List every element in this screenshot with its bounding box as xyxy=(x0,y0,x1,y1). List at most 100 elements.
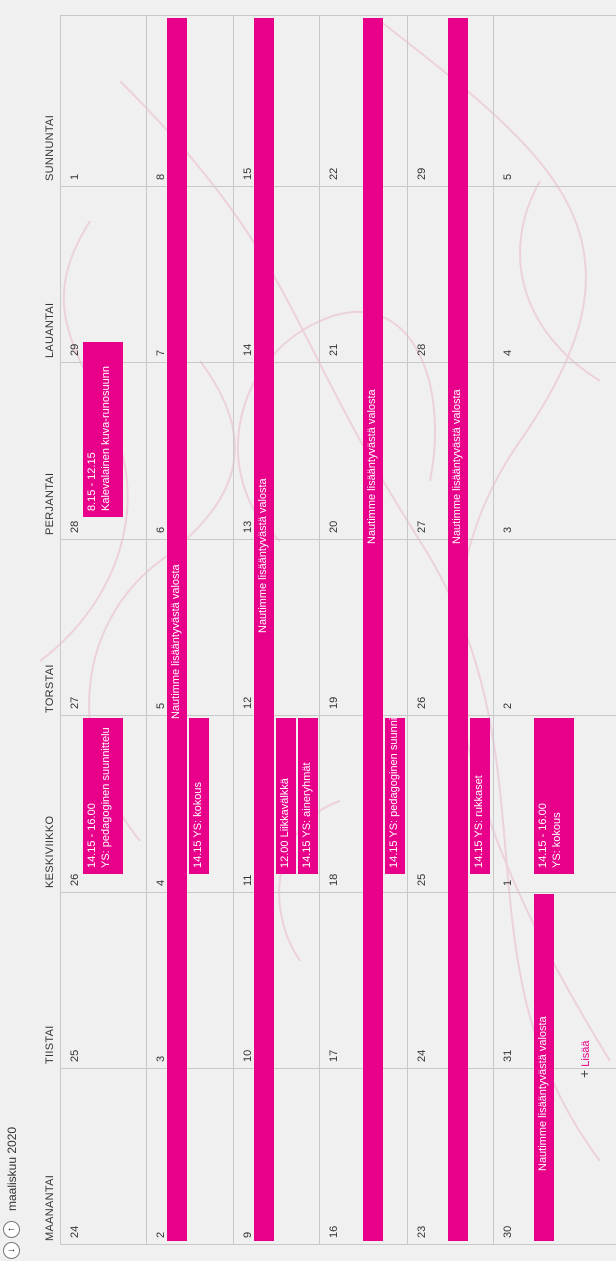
day-cell[interactable]: 30 xyxy=(494,1068,616,1244)
day-number: 23 xyxy=(416,1225,428,1238)
day-number: 20 xyxy=(328,520,340,533)
event-ys-subject-groups[interactable]: 14.15 YS: aineryhmät xyxy=(298,718,318,874)
event-title: Kalevalainen kuva-runosuunn xyxy=(100,366,112,511)
day-cell[interactable]: 13 xyxy=(234,362,320,539)
day-number: 26 xyxy=(416,696,428,709)
day-number: 4 xyxy=(502,349,514,356)
day-number: 29 xyxy=(416,167,428,180)
day-cell[interactable]: 7 xyxy=(147,186,234,362)
event-all-week-light[interactable]: Nautimme lisääntyvästä valosta xyxy=(254,18,274,1241)
day-cell[interactable]: 4 xyxy=(494,186,616,362)
day-number: 14 xyxy=(242,343,254,356)
day-number: 4 xyxy=(155,879,167,886)
day-number: 25 xyxy=(416,873,428,886)
day-number: 28 xyxy=(416,343,428,356)
weekday-header-sat: LAUANTAI xyxy=(44,302,56,358)
month-grid: 24 25 26 27 28 29 1 2 3 4 5 6 7 8 9 10 1… xyxy=(60,15,616,1245)
event-all-week-light[interactable]: Nautimme lisääntyvästä valosta xyxy=(448,18,468,1241)
day-cell[interactable]: 12 xyxy=(234,539,320,715)
day-cell[interactable]: 29 xyxy=(61,186,147,362)
event-ys-pedagogical[interactable]: 14.15 YS: pedagoginen suunnit xyxy=(385,718,405,874)
weekday-header-wed: KESKIVIIKKO xyxy=(44,815,56,888)
day-number: 9 xyxy=(242,1231,254,1238)
day-cell[interactable]: 9 xyxy=(234,1068,320,1244)
day-cell[interactable]: 15 xyxy=(234,15,320,186)
day-number: 6 xyxy=(155,526,167,533)
event-title: YS: kokous xyxy=(551,812,563,868)
add-event-link[interactable]: + Lisää xyxy=(576,1040,592,1078)
day-number: 3 xyxy=(502,526,514,533)
day-number: 7 xyxy=(155,349,167,356)
day-number: 24 xyxy=(416,1049,428,1062)
arrow-down-icon: ↓ xyxy=(6,1248,17,1253)
day-cell[interactable]: 8 xyxy=(147,15,234,186)
event-all-week-light[interactable]: Nautimme lisääntyvästä valosta xyxy=(363,18,383,1241)
day-number: 15 xyxy=(242,167,254,180)
day-number: 2 xyxy=(155,1231,167,1238)
day-number: 30 xyxy=(502,1225,514,1238)
day-number: 2 xyxy=(502,702,514,709)
day-number: 17 xyxy=(328,1049,340,1062)
day-cell[interactable]: 31 xyxy=(494,892,616,1068)
day-number: 31 xyxy=(502,1049,514,1062)
day-cell[interactable]: 24 xyxy=(61,1068,147,1244)
day-number: 29 xyxy=(69,343,81,356)
event-light-mon-tue[interactable]: Nautimme lisääntyvästä valosta xyxy=(534,894,554,1241)
day-cell[interactable]: 1 xyxy=(61,15,147,186)
event-pedagogical-planning[interactable]: 14.15 - 16.00 YS: pedagoginen suunnittel… xyxy=(83,718,123,874)
day-cell[interactable]: 25 xyxy=(61,892,147,1068)
day-number: 21 xyxy=(328,343,340,356)
day-number: 28 xyxy=(69,520,81,533)
weekday-header-fri: PERJANTAI xyxy=(44,472,56,535)
day-number: 27 xyxy=(69,696,81,709)
day-number: 10 xyxy=(242,1049,254,1062)
plus-icon: + xyxy=(576,1069,592,1078)
day-number: 26 xyxy=(69,873,81,886)
day-cell[interactable]: 10 xyxy=(234,892,320,1068)
day-cell[interactable]: 27 xyxy=(61,539,147,715)
day-cell[interactable]: 2 xyxy=(494,539,616,715)
prev-month-button[interactable]: ↓ xyxy=(3,1242,20,1259)
day-number: 24 xyxy=(69,1225,81,1238)
weekday-header-thu: TORSTAI xyxy=(44,664,56,713)
day-cell[interactable]: 5 xyxy=(147,539,234,715)
day-number: 13 xyxy=(242,520,254,533)
day-cell[interactable]: 6 xyxy=(147,362,234,539)
day-number: 12 xyxy=(242,696,254,709)
month-title: maaliskuu 2020 xyxy=(5,1126,19,1211)
day-number: 19 xyxy=(328,696,340,709)
next-month-button[interactable]: ↑ xyxy=(3,1221,20,1238)
day-number: 1 xyxy=(69,173,81,180)
day-number: 11 xyxy=(242,874,254,886)
day-cell[interactable]: 3 xyxy=(147,892,234,1068)
weekday-header-sun: SUNNUNTAI xyxy=(44,114,56,181)
event-ys-meeting[interactable]: 14.15 YS: kokous xyxy=(189,718,209,874)
event-all-week-light[interactable]: Nautimme lisääntyvästä valosta xyxy=(167,18,187,1241)
event-liikkavalkka[interactable]: 12.00 Liikkavälkkä xyxy=(276,718,296,874)
day-number: 5 xyxy=(502,173,514,180)
weekday-header-tue: TIISTAI xyxy=(44,1025,56,1064)
event-ys-kokous[interactable]: 14.15 - 16.00 YS: kokous xyxy=(534,718,574,874)
day-number: 27 xyxy=(416,520,428,533)
event-time: 8.15 - 12.15 xyxy=(86,452,98,511)
day-cell[interactable]: 3 xyxy=(494,362,616,539)
day-cell[interactable]: 14 xyxy=(234,186,320,362)
day-number: 16 xyxy=(328,1225,340,1238)
day-number: 5 xyxy=(155,702,167,709)
day-cell[interactable]: 5 xyxy=(494,15,616,186)
arrow-up-icon: ↑ xyxy=(6,1227,17,1232)
weekday-header-mon: MAANANTAI xyxy=(44,1174,56,1241)
add-label: Lisää xyxy=(580,1040,592,1067)
event-ys-mittens[interactable]: 14.15 YS: rukkaset xyxy=(470,718,490,874)
event-time: 14.15 - 16.00 xyxy=(86,803,98,868)
day-cell[interactable]: 2 xyxy=(147,1068,234,1244)
day-number: 1 xyxy=(502,879,514,886)
event-kalevala-workshop[interactable]: 8.15 - 12.15 Kalevalainen kuva-runosuunn xyxy=(83,342,123,517)
event-title: YS: pedagoginen suunnittelu xyxy=(100,727,112,868)
event-time: 14.15 - 16.00 xyxy=(537,803,549,868)
day-number: 8 xyxy=(155,173,167,180)
day-number: 22 xyxy=(328,167,340,180)
day-number: 3 xyxy=(155,1055,167,1062)
day-number: 25 xyxy=(69,1049,81,1062)
